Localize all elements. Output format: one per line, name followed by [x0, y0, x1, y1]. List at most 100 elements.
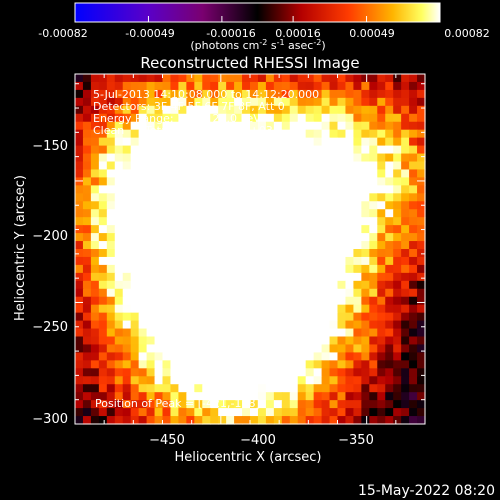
- heatmap-cell: [401, 233, 410, 242]
- heatmap-cell: [234, 113, 243, 123]
- heatmap-cell: [138, 304, 148, 314]
- heatmap-cell: [385, 312, 394, 322]
- heatmap-cell: [385, 352, 394, 361]
- heatmap-cell: [297, 312, 307, 322]
- heatmap-cell: [226, 256, 235, 266]
- heatmap-cell: [377, 272, 386, 282]
- heatmap-cell: [337, 352, 347, 361]
- heatmap-cell: [377, 336, 386, 346]
- heatmap-cell: [377, 201, 386, 210]
- heatmap-cell: [202, 89, 211, 99]
- heatmap-cell: [218, 177, 227, 186]
- heatmap-cell: [385, 256, 394, 266]
- heatmap-cell: [114, 129, 124, 139]
- heatmap-cell: [337, 233, 347, 242]
- heatmap-cell: [417, 352, 426, 361]
- heatmap-cell: [218, 169, 227, 178]
- heatmap-cell: [226, 264, 235, 274]
- heatmap-cell: [82, 177, 92, 186]
- heatmap-cell: [337, 74, 347, 83]
- heatmap-cell: [297, 81, 307, 91]
- heatmap-cell: [114, 320, 124, 330]
- heatmap-cell: [250, 408, 259, 417]
- heatmap-cell: [154, 105, 164, 115]
- heatmap-cell: [385, 336, 394, 346]
- heatmap-cell: [329, 145, 339, 155]
- heatmap-cell: [250, 280, 259, 290]
- heatmap-cell: [218, 161, 227, 171]
- heatmap-cell: [250, 360, 259, 369]
- heatmap-cell: [281, 368, 291, 377]
- units-prefix: (photons cm: [190, 39, 259, 52]
- heatmap-cell: [393, 264, 402, 274]
- heatmap-cell: [281, 169, 291, 178]
- heatmap-cell: [234, 209, 243, 218]
- heatmap-cell: [138, 209, 148, 218]
- heatmap-cell: [90, 113, 100, 123]
- heatmap-cell: [122, 312, 132, 322]
- heatmap-cell: [273, 312, 283, 322]
- heatmap-cell: [98, 177, 108, 186]
- heatmap-cell: [122, 288, 132, 298]
- y-tick-label: −200: [32, 229, 68, 244]
- heatmap-cell: [345, 74, 354, 83]
- heatmap-cell: [377, 233, 386, 242]
- heatmap-cell: [329, 225, 339, 234]
- heatmap-cell: [281, 225, 291, 234]
- heatmap-cell: [178, 89, 187, 99]
- heatmap-cell: [369, 312, 378, 322]
- heatmap-cell: [114, 97, 124, 107]
- heatmap-cell: [114, 249, 124, 258]
- heatmap-cell: [329, 249, 339, 258]
- heatmap-cell: [186, 280, 195, 290]
- heatmap-cell: [106, 264, 116, 274]
- heatmap-cell: [329, 336, 339, 346]
- heatmap-cell: [273, 185, 283, 194]
- heatmap-cell: [250, 400, 259, 409]
- heatmap-cell: [218, 256, 227, 266]
- heatmap-cell: [313, 400, 323, 409]
- heatmap-cell: [329, 169, 339, 178]
- heatmap-cell: [321, 193, 331, 202]
- heatmap-cell: [305, 209, 315, 218]
- heatmap-cell: [146, 352, 156, 361]
- heatmap-cell: [257, 81, 267, 91]
- heatmap-cell: [361, 137, 370, 147]
- heatmap-cell: [377, 376, 386, 385]
- heatmap-cell: [265, 408, 275, 417]
- heatmap-cell: [106, 320, 116, 330]
- heatmap-cell: [265, 249, 275, 258]
- heatmap-cell: [82, 105, 92, 115]
- heatmap-cell: [329, 408, 339, 417]
- heatmap-cell: [377, 304, 386, 314]
- heatmap-cell: [345, 360, 354, 369]
- heatmap-cell: [106, 352, 116, 361]
- heatmap-cell: [90, 193, 100, 202]
- heatmap-cell: [130, 153, 140, 163]
- heatmap-cell: [313, 185, 323, 194]
- heatmap-cell: [393, 74, 402, 83]
- heatmap-cell: [417, 304, 426, 314]
- heatmap-cell: [297, 336, 307, 346]
- heatmap-cell: [178, 280, 187, 290]
- heatmap-cell: [289, 312, 299, 322]
- heatmap-cell: [361, 145, 370, 155]
- heatmap-cell: [281, 344, 291, 353]
- heatmap-cell: [361, 320, 370, 330]
- heatmap-cell: [281, 272, 291, 282]
- heatmap-cell: [162, 161, 172, 171]
- heatmap-cell: [146, 113, 156, 123]
- heatmap-cell: [106, 129, 116, 139]
- heatmap-cell: [273, 129, 283, 139]
- heatmap-cell: [130, 312, 140, 322]
- heatmap-cell: [289, 249, 299, 258]
- heatmap-cell: [289, 193, 299, 202]
- heatmap-cell: [393, 241, 402, 250]
- heatmap-cell: [345, 264, 354, 274]
- heatmap-cell: [170, 113, 179, 123]
- heatmap-cell: [202, 312, 211, 322]
- heatmap-cell: [329, 360, 339, 369]
- heatmap-cell: [82, 217, 92, 226]
- heatmap-cell: [289, 225, 299, 234]
- heatmap-cell: [417, 416, 426, 425]
